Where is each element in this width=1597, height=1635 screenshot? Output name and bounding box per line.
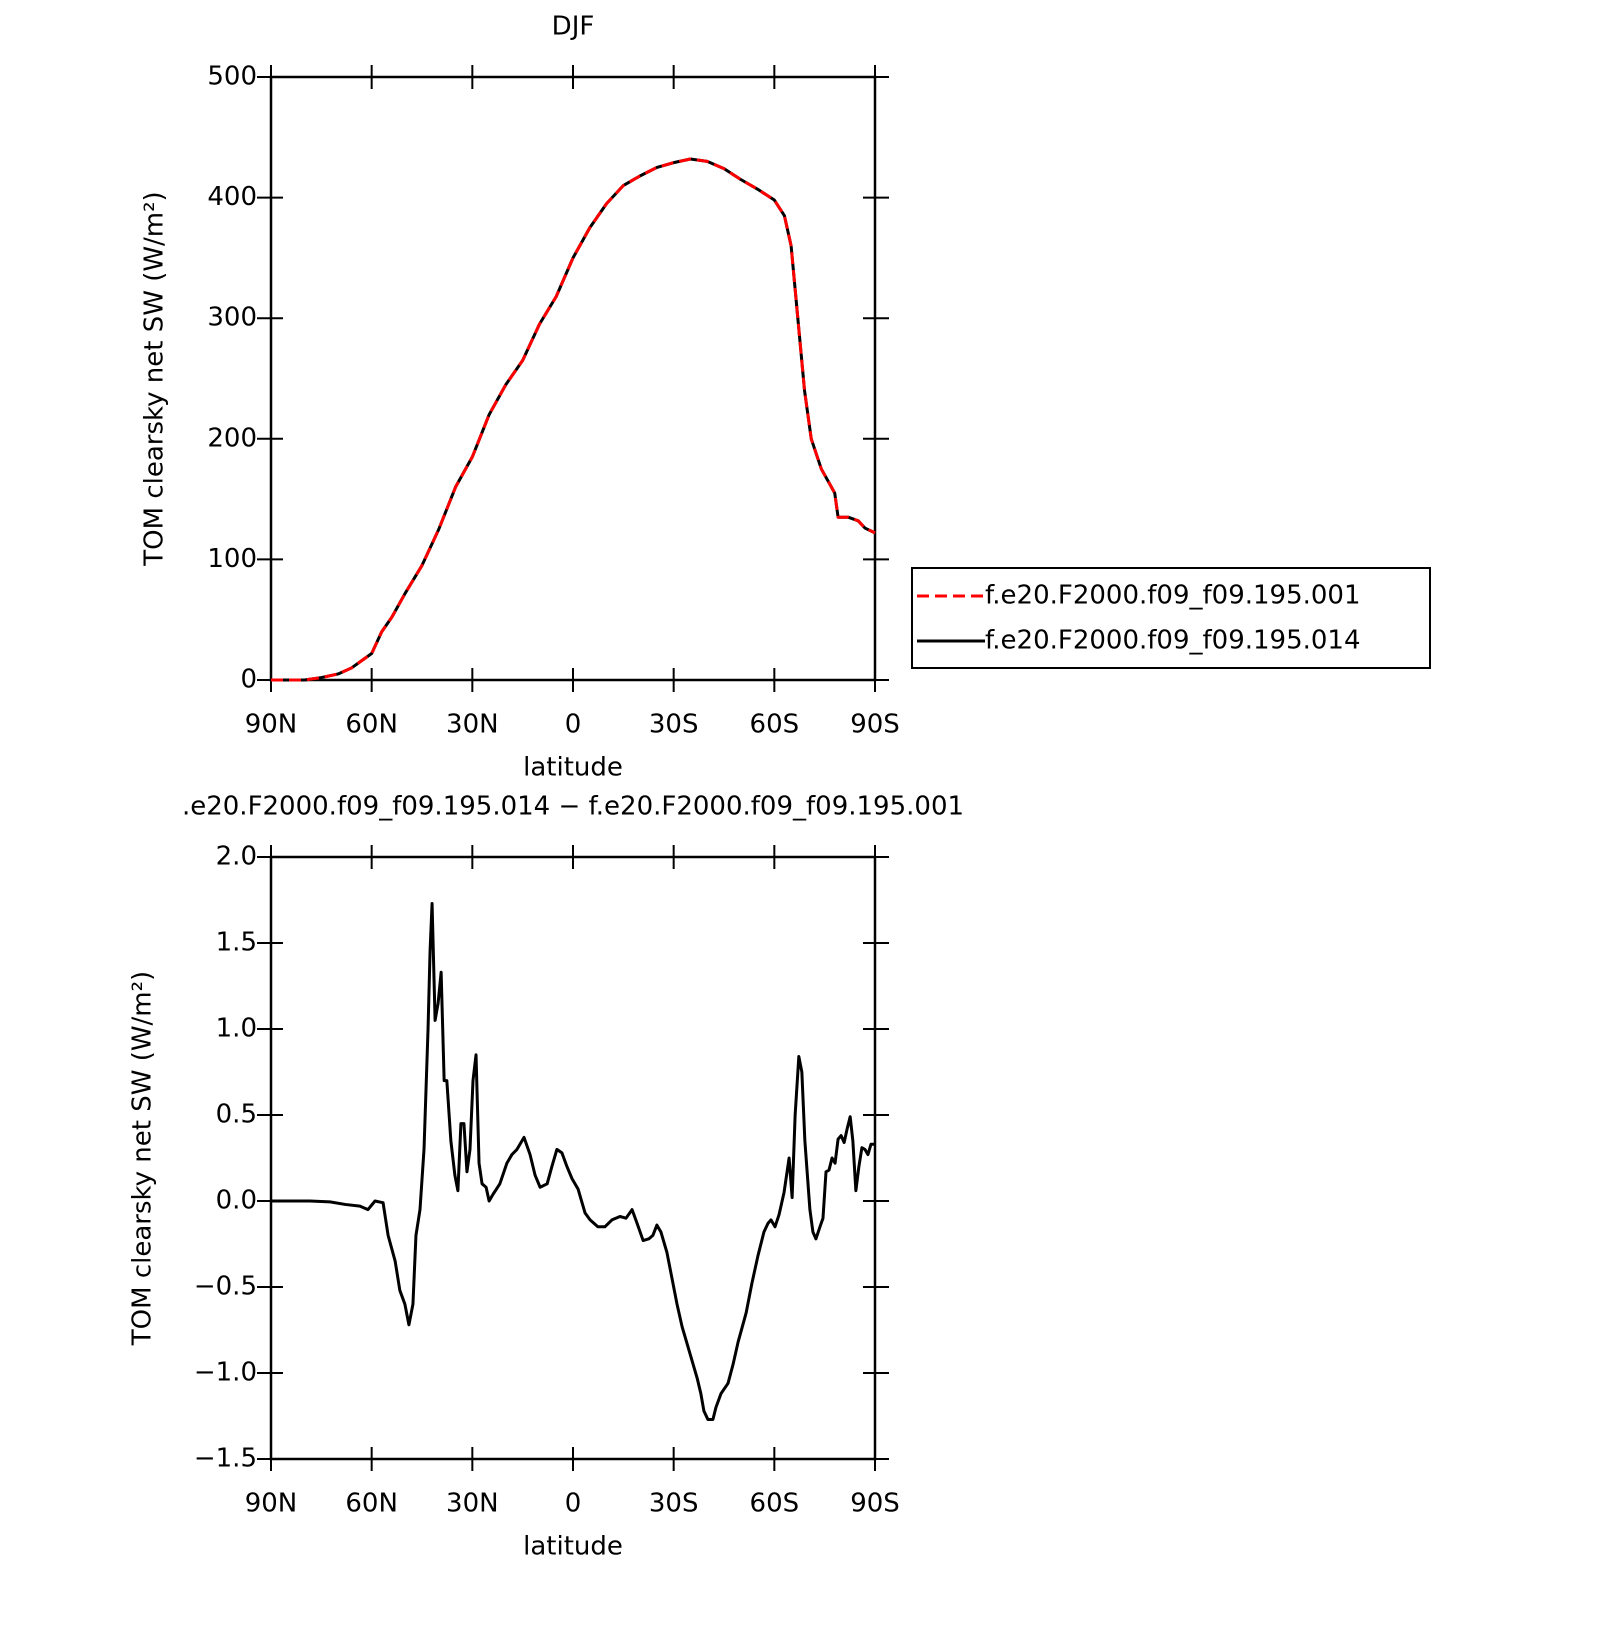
y-tick-label: −0.5 — [194, 1272, 257, 1302]
y-axis-label: TOM clearsky net SW (W/m²) — [140, 191, 170, 566]
x-tick-label: 90S — [850, 1489, 900, 1519]
x-tick-label: 0 — [565, 710, 582, 740]
x-tick-label: 30S — [649, 710, 699, 740]
y-tick-label: 0.0 — [216, 1186, 257, 1216]
x-tick-label: 60N — [345, 710, 398, 740]
x-tick-label: 90N — [245, 710, 298, 740]
x-tick-label: 60N — [345, 1489, 398, 1519]
y-tick-label: 100 — [207, 544, 257, 574]
chart-title: DJF — [552, 12, 595, 42]
x-tick-label: 30N — [446, 1489, 499, 1519]
x-axis-label: latitude — [523, 753, 623, 783]
data-line — [271, 157, 876, 682]
y-tick-label: −1.0 — [194, 1358, 257, 1388]
y-tick-label: 0.5 — [216, 1100, 257, 1130]
legend-label: f.e20.F2000.f09_f09.195.014 — [985, 626, 1361, 656]
y-tick-label: 0 — [240, 665, 257, 695]
x-axis-label: latitude — [523, 1532, 623, 1562]
legend-box — [911, 567, 1431, 669]
x-tick-label: 30N — [446, 710, 499, 740]
x-tick-label: 60S — [750, 1489, 800, 1519]
y-tick-label: −1.5 — [194, 1444, 257, 1474]
x-tick-label: 60S — [750, 710, 800, 740]
x-tick-label: 90S — [850, 710, 900, 740]
x-tick-label: 0 — [565, 1489, 582, 1519]
legend-label: f.e20.F2000.f09_f09.195.001 — [985, 581, 1361, 611]
plot-frame — [269, 75, 877, 682]
x-tick-label: 90N — [245, 1489, 298, 1519]
y-tick-label: 300 — [207, 303, 257, 333]
y-tick-label: 1.0 — [216, 1014, 257, 1044]
data-line — [271, 901, 875, 1421]
data-line — [271, 157, 876, 682]
y-tick-label: 200 — [207, 423, 257, 453]
x-tick-label: 30S — [649, 1489, 699, 1519]
y-tick-label: 400 — [207, 182, 257, 212]
y-tick-label: 2.0 — [216, 842, 257, 872]
y-tick-label: 1.5 — [216, 928, 257, 958]
y-tick-label: 500 — [207, 62, 257, 92]
chart-title: .e20.F2000.f09_f09.195.014 − f.e20.F2000… — [182, 792, 964, 822]
plot-frame — [269, 855, 877, 1461]
y-axis-label: TOM clearsky net SW (W/m²) — [128, 971, 158, 1346]
